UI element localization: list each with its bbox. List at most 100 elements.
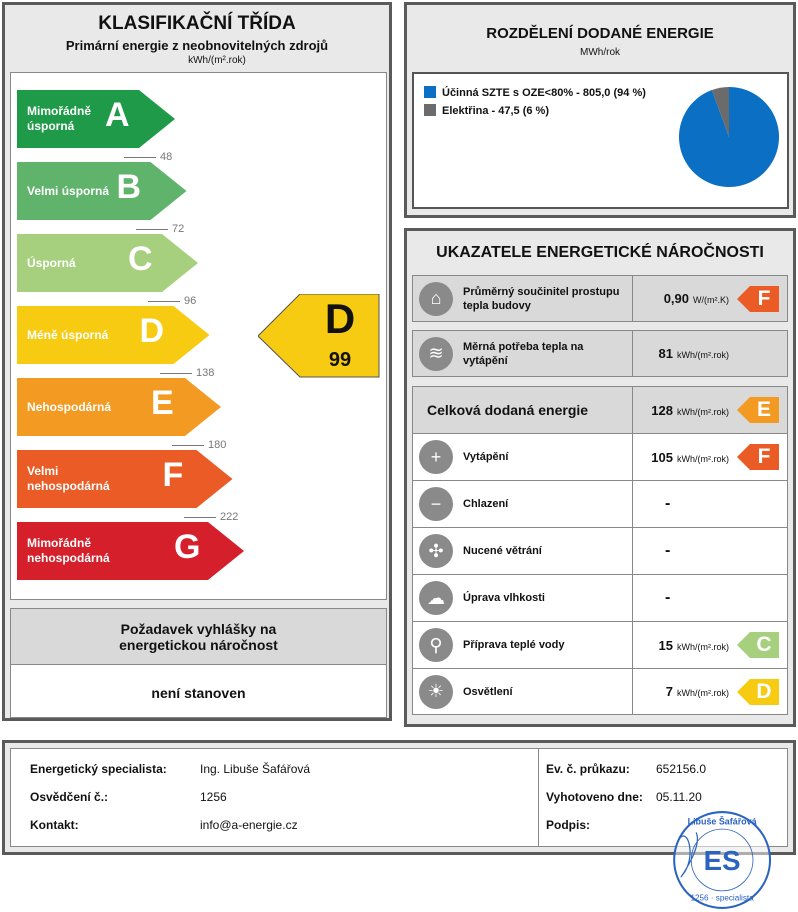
class-badge-e: E [737,397,779,423]
threshold-value: 222 [220,511,239,523]
date-value: 05.11.20 [656,790,702,804]
class-arrow-shape [17,450,233,508]
indicator-row: ☁ Úprava vlhkosti - [412,575,788,622]
threshold-arrow-icon [124,156,156,158]
indicator-row: ☀ Osvětlení 7 kWh/(m².rok) D [412,669,788,715]
class-letter: C [128,240,153,278]
class-arrow-shape [17,306,210,364]
threshold-arrow-icon [172,444,204,446]
class-badge-d: D [737,678,779,705]
indicator-row: ✣ Nucené větrání - [412,528,788,575]
footer-divider [538,749,539,846]
indicator-label: Průměrný součinitel prostupu tepla budov… [463,285,620,312]
class-badge-f: F [737,285,779,312]
distribution-panel: ROZDĚLENÍ DODANÉ ENERGIE MWh/rok Účinná … [404,2,796,218]
footer-panel [2,740,796,855]
contact-label: Kontakt: [30,818,79,832]
class-badge-c: C [737,632,779,658]
result-indicator: D 99 [258,294,380,378]
threshold-arrow-icon [160,372,192,374]
registration-label: Ev. č. průkazu: [546,762,630,776]
indicator-value: 15 [658,637,673,653]
requirement-value: není stanoven [151,685,246,701]
pie-plot [679,87,779,187]
indicator-unit: kWh/(m².rok) [677,406,729,417]
threshold-arrow-icon [184,516,216,518]
contact-email[interactable]: info@a-energie.cz [200,818,298,832]
indicator-label: Měrná potřeba tepla na vytápění [463,340,584,367]
indicator-value-group: 81 kWh/(m².rok) [659,346,729,361]
signature-label: Podpis: [546,818,590,832]
class-threshold: 48 [124,151,172,163]
indicator-value: 81 [658,346,673,361]
indicator-value: - [665,542,671,559]
threshold-value: 48 [160,151,173,163]
class-bar-e: Nehospodárná E [17,378,221,436]
distribution-unit: MWh/rok [580,47,620,58]
indicator-value: - [665,589,671,606]
distribution-title: ROZDĚLENÍ DODANÉ ENERGIE [486,25,714,42]
indicator-unit: kWh/(m².rok) [677,453,729,464]
indicator-value: 105 [651,449,673,465]
indicator-row: ⌂ Průměrný součinitel prostupu tepla budo… [412,275,788,322]
indicators-title: UKAZATELE ENERGETICKÉ NÁROČNOSTI [436,244,764,261]
class-label: Mimořádně nehospodárná [27,536,110,565]
class-threshold: 72 [136,223,184,235]
class-label: Velmi nehospodárná [27,464,110,493]
legend-item: Účinná SZTE s OZE<80% - 805,0 (94 %) [424,84,646,102]
indicator-unit: kWh/(m².rok) [677,350,729,360]
heating-thermometer-icon: + [419,440,453,474]
badge-letter: C [756,633,772,656]
footer-box [10,748,788,847]
class-letter: A [105,96,130,134]
requirement-box: Požadavek vyhlášky na energetickou nároč… [10,608,387,718]
badge-letter: F [757,286,771,310]
svg-text:1256 · specialista: 1256 · specialista [691,894,755,903]
legend-swatch [424,86,436,98]
class-bar-g: Mimořádně nehospodárná G [17,522,244,580]
date-label: Vyhotoveno dne: [546,790,643,804]
class-threshold: 180 [172,439,226,451]
class-letter: F [162,456,184,494]
svg-text:Libuše Šafářová: Libuše Šafářová [688,815,757,826]
indicator-row: + Vytápění 105 kWh/(m².rok) F [412,434,788,481]
class-bar-a: Mimořádně úsporná A [17,90,175,148]
class-letter: B [116,168,142,206]
threshold-value: 180 [208,439,227,451]
specialist-label: Energetický specialista: [30,762,167,776]
class-arrow-shape [17,522,244,580]
threshold-arrow-icon [136,228,168,230]
indicator-label: Úprava vlhkosti [463,592,545,604]
chart-legend: Účinná SZTE s OZE<80% - 805,0 (94 %) Ele… [424,84,646,120]
heat-demand-icon: ≋ [419,336,453,371]
threshold-arrow-icon [148,300,180,302]
specialist-stamp: ES Libuše Šafářová 1256 · specialista [673,811,772,909]
certificate-label: Osvědčení č.: [30,790,109,804]
result-value: 99 [328,349,352,371]
certificate-number: 1256 [200,790,227,804]
class-letter: E [151,384,174,422]
indicator-value-group: 0,90 W/(m².K) [664,291,729,306]
indicator-label: Chlazení [463,498,509,510]
class-arrow-shape [17,162,187,220]
indicator-value: - [665,495,671,512]
class-threshold: 138 [160,367,214,379]
legend-item: Elektřina - 47,5 (6 %) [424,102,646,120]
legend-label: Účinná SZTE s OZE<80% - 805,0 (94 %) [442,87,646,99]
class-threshold: 96 [148,295,196,307]
indicator-unit: W/(m².K) [693,295,729,305]
class-threshold: 222 [184,511,238,523]
result-arrow-shape [258,294,380,378]
badge-letter: D [756,679,772,703]
legend-label: Elektřina - 47,5 (6 %) [442,105,549,117]
class-bar-d: Méně úsporná D [17,306,210,364]
indicator-row: Celková dodaná energie 128 kWh/(m².rok) E [412,386,788,434]
pie-slice [711,87,729,137]
pie-chart: Účinná SZTE s OZE<80% - 805,0 (94 %) Ele… [412,72,789,209]
class-badge-f: F [737,444,779,470]
classification-title: KLASIFIKAČNÍ TŘÍDA [98,13,296,34]
indicator-label: Vytápění [463,451,509,463]
threshold-value: 96 [184,295,197,307]
indicator-value-group: 105 kWh/(m².rok) [651,450,729,465]
classification-unit: kWh/(m².rok) [188,55,246,66]
